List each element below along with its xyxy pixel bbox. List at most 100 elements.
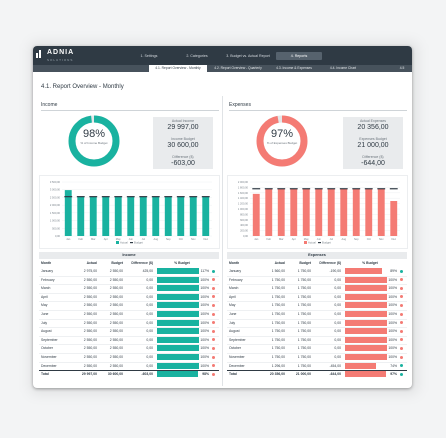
income-chart-xtick-label: Jun [129, 237, 134, 241]
expenses-pct-bar [345, 319, 387, 326]
income-row-actual: 2 550,00 [83, 337, 97, 342]
income-row-divider [39, 309, 219, 311]
income-row-diff: 0,00 [146, 320, 153, 325]
income-pct-bar [157, 311, 199, 317]
expenses-chart-ytick-label: 0,00 [243, 234, 249, 238]
expenses-pct-value: 100% [388, 294, 397, 299]
income-row-month: May [41, 303, 48, 308]
expenses-row-divider [227, 318, 407, 320]
tab-reports[interactable]: 4. Reports [276, 52, 322, 60]
expenses-status-dot [400, 303, 403, 307]
income-actual-value: 29 997,00 [167, 124, 199, 131]
income-row-diff: 0,00 [146, 329, 153, 334]
expenses-row-actual: 1 750,00 [271, 312, 285, 316]
subtab-income-expenses[interactable]: 4.3. Income & Expenses [276, 66, 312, 70]
expenses-pct-bar [345, 371, 386, 378]
income-pct-value: 100% [200, 320, 209, 325]
expenses-chart-budget-marker [352, 188, 361, 190]
income-chart-budget-marker [139, 196, 148, 198]
income-diff-label: Difference ($) [172, 155, 194, 159]
expenses-chart-legend-swatch-actual [304, 241, 307, 244]
income-row-divider [39, 275, 219, 277]
income-row-actual: 2 550,00 [83, 346, 97, 351]
expenses-row-budget: 1 750,00 [297, 312, 311, 316]
income-row-budget: 2 550,00 [109, 269, 123, 273]
tab-budget-vs-actual[interactable]: 3. Budget vs. Actual Report [226, 54, 270, 58]
income-pct-value: 100% [200, 346, 209, 351]
income-chart-xtick-label: Sep [166, 237, 171, 241]
expenses-chart-budget-marker [302, 188, 311, 190]
expenses-chart-bar-actual [352, 188, 360, 236]
expenses-chart-bar-actual [365, 188, 373, 236]
tab-categories[interactable]: 2. Categories [186, 54, 208, 58]
income-row-actual: 2 550,00 [83, 303, 97, 308]
income-row-actual: 2 550,00 [83, 363, 97, 368]
income-chart-xtick-label: Oct [179, 237, 183, 241]
income-chart-budget-marker [189, 196, 198, 198]
expenses-status-dot [400, 295, 403, 299]
expenses-chart-xtick-label: Dec [391, 237, 396, 241]
expenses-chart-ytick-label: 600,00 [240, 218, 248, 222]
expenses-row-budget: 1 750,00 [297, 355, 311, 359]
expenses-total-budget: 21 000,00 [295, 372, 311, 377]
subtab-overview-quarterly[interactable]: 4.2. Report Overview - Quarterly [214, 66, 262, 70]
expenses-chart-legend-budget: Budget [322, 241, 331, 245]
income-row-month: July [41, 320, 48, 325]
income-chart-budget-marker [201, 196, 210, 198]
income-chart-budget-marker [114, 196, 123, 198]
income-row-month: March [41, 286, 51, 291]
expenses-chart-budget-marker [314, 188, 323, 190]
expenses-row-actual: 1 560,00 [271, 269, 285, 273]
expenses-status-dot [400, 338, 403, 342]
subtab-overview-monthly[interactable]: 4.1. Report Overview - Monthly [149, 65, 207, 72]
income-row-budget: 2 550,00 [109, 346, 123, 351]
expenses-chart-bar-actual [290, 188, 298, 236]
income-status-dot [212, 269, 215, 273]
tab-settings[interactable]: 1. Settings [140, 54, 158, 58]
income-status-dot [212, 355, 215, 359]
income-actual-label: Actual Income [171, 119, 195, 123]
income-pct-value: 100% [200, 363, 209, 368]
income-status-dot [212, 346, 215, 350]
income-pct-value: 117% [200, 269, 209, 273]
income-row-divider [39, 284, 219, 286]
expenses-row-diff: 0,00 [334, 312, 341, 316]
income-pct-value: 98% [82, 128, 106, 140]
income-chart-xtick-label: Jan [66, 237, 71, 241]
expenses-row-diff: 0,00 [334, 303, 341, 308]
income-status-dot [212, 303, 215, 307]
logo-subtext: SOLUTIONS [47, 58, 74, 62]
expenses-chart-ytick-label: 2 000,00 [238, 180, 249, 184]
expenses-pct-bar [345, 345, 387, 352]
expenses-row-diff: 0,00 [334, 346, 341, 351]
income-total-actual: 29 997,00 [81, 372, 97, 377]
expenses-status-dot [400, 278, 403, 282]
expenses-bar-chart: 2 000,001 800,00 1 600,001 400,00 1 200,00… [238, 180, 400, 245]
expenses-chart-xtick-label: Feb [267, 237, 272, 241]
expenses-row-month: January [229, 269, 242, 273]
expenses-chart-xtick-label: Aug [341, 237, 346, 241]
subtab-more[interactable]: 4.5 [399, 66, 405, 70]
expenses-row-budget: 1 750,00 [297, 269, 311, 273]
income-row-diff: 0,00 [146, 355, 153, 359]
subtab-income-chart[interactable]: 4.4. Income Chart [329, 66, 357, 70]
income-chart-legend-swatch-actual [116, 241, 119, 244]
expenses-row-actual: 1 750,00 [271, 320, 285, 325]
income-row-divider [39, 344, 219, 346]
income-chart-bar-actual [139, 196, 147, 236]
income-kpi-panel [153, 117, 213, 169]
income-chart-legend-actual: Actual [120, 241, 128, 245]
expenses-row-month: September [229, 337, 246, 342]
expenses-status-dot [400, 269, 403, 273]
expenses-row-actual: 1 296,00 [271, 363, 285, 368]
top-navigation-bar: ADNIA SOLUTIONS 1. Settings 2. Categorie… [33, 46, 412, 65]
income-row-diff: 0,00 [146, 294, 153, 299]
expenses-pct-value: 97% [390, 372, 397, 377]
expenses-chart-budget-marker [264, 188, 273, 190]
income-chart-budget-marker [126, 196, 135, 198]
expenses-row-diff: -454,00 [329, 363, 342, 368]
expenses-status-dot [400, 329, 403, 333]
income-chart-bar-actual [89, 196, 97, 236]
expenses-chart-xtick-label: Jan [254, 237, 259, 241]
expenses-chart-xtick-label: Jul [330, 237, 334, 241]
